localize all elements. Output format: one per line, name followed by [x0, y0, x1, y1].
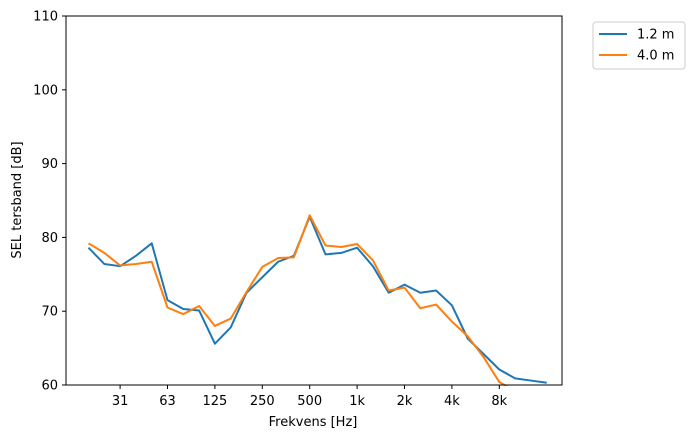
series-layer	[87, 214, 547, 386]
x-tick-label: 4k	[444, 394, 460, 409]
series-line-2	[87, 214, 509, 386]
x-axis-label: Frekvens [Hz]	[269, 415, 358, 430]
x-tick-label: 63	[159, 394, 176, 409]
plot-frame	[65, 15, 563, 386]
y-tick-label: 110	[33, 10, 58, 25]
legend-label-1: 1.2 m	[637, 28, 674, 43]
legend-label-2: 4.0 m	[637, 49, 674, 64]
y-axis-ticks: 60 70 80 90 100 110	[33, 10, 66, 394]
x-tick-label: 2k	[397, 394, 413, 409]
legend: 1.2 m 4.0 m	[592, 21, 686, 70]
x-tick-label: 125	[202, 394, 227, 409]
y-tick-label: 60	[41, 379, 58, 394]
y-tick-label: 70	[41, 305, 58, 320]
y-tick-label: 80	[41, 231, 58, 246]
x-tick-label: 31	[112, 394, 129, 409]
x-tick-label: 8k	[491, 394, 507, 409]
series-line-1	[87, 215, 547, 384]
y-axis-label: SEL tersband [dB]	[10, 141, 25, 258]
x-tick-label: 500	[297, 394, 322, 409]
x-tick-label: 1k	[349, 394, 365, 409]
x-axis-ticks: 31 63 125 250 500 1k 2k 4k 8k	[112, 385, 508, 409]
y-tick-label: 100	[33, 83, 58, 98]
y-tick-label: 90	[41, 157, 58, 172]
x-tick-label: 250	[250, 394, 275, 409]
